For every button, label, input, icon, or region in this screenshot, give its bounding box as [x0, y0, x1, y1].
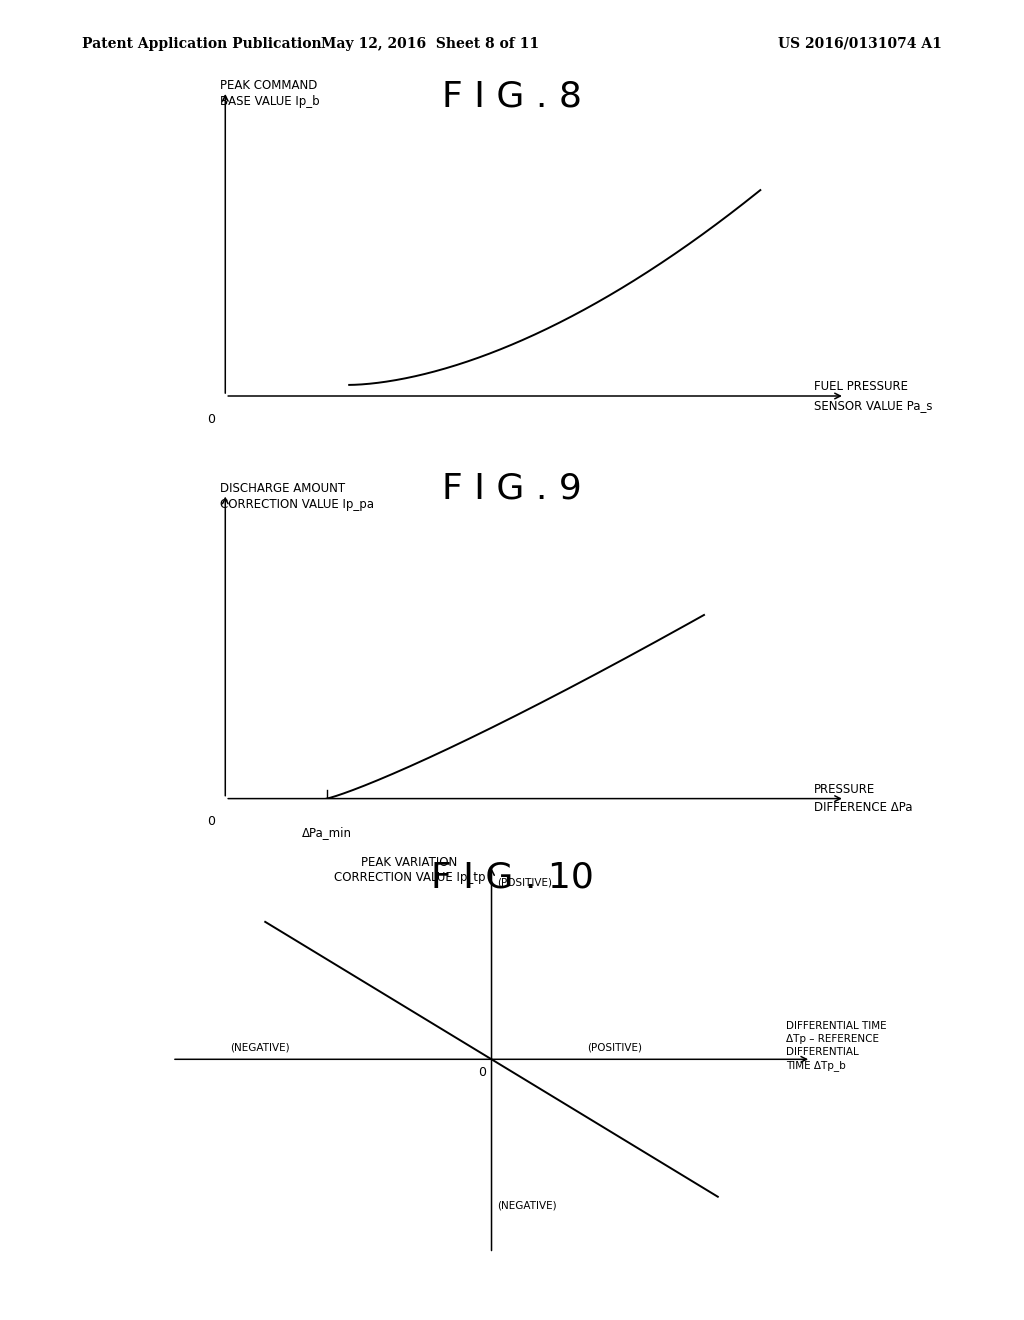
Text: SENSOR VALUE Pa_s: SENSOR VALUE Pa_s [814, 399, 933, 412]
Text: Patent Application Publication: Patent Application Publication [82, 37, 322, 51]
Text: (POSITIVE): (POSITIVE) [588, 1043, 642, 1053]
Text: 0: 0 [207, 413, 215, 425]
Text: DIFFERENTIAL TIME
ΔTp – REFERENCE
DIFFERENTIAL
TIME ΔTp_b: DIFFERENTIAL TIME ΔTp – REFERENCE DIFFER… [786, 1020, 887, 1072]
Text: DISCHARGE AMOUNT: DISCHARGE AMOUNT [220, 482, 345, 495]
Text: (NEGATIVE): (NEGATIVE) [497, 1200, 556, 1210]
Text: F I G . 9: F I G . 9 [442, 471, 582, 506]
Text: BASE VALUE Ip_b: BASE VALUE Ip_b [220, 95, 319, 108]
Text: FUEL PRESSURE: FUEL PRESSURE [814, 380, 908, 393]
Text: 0: 0 [207, 816, 215, 828]
Text: CORRECTION VALUE Ip_tp: CORRECTION VALUE Ip_tp [334, 871, 485, 884]
Text: DIFFERENCE ΔPa: DIFFERENCE ΔPa [814, 801, 912, 814]
Text: F I G . 10: F I G . 10 [430, 861, 594, 895]
Text: 0: 0 [478, 1065, 486, 1078]
Text: PRESSURE: PRESSURE [814, 783, 876, 796]
Text: (NEGATIVE): (NEGATIVE) [230, 1043, 290, 1053]
Text: PEAK VARIATION: PEAK VARIATION [361, 855, 458, 869]
Text: US 2016/0131074 A1: US 2016/0131074 A1 [778, 37, 942, 51]
Text: F I G . 8: F I G . 8 [442, 79, 582, 114]
Text: CORRECTION VALUE Ip_pa: CORRECTION VALUE Ip_pa [220, 498, 374, 511]
Text: ΔPa_min: ΔPa_min [302, 826, 351, 840]
Text: May 12, 2016  Sheet 8 of 11: May 12, 2016 Sheet 8 of 11 [321, 37, 540, 51]
Text: (POSITIVE): (POSITIVE) [497, 876, 552, 887]
Text: PEAK COMMAND: PEAK COMMAND [220, 79, 317, 92]
